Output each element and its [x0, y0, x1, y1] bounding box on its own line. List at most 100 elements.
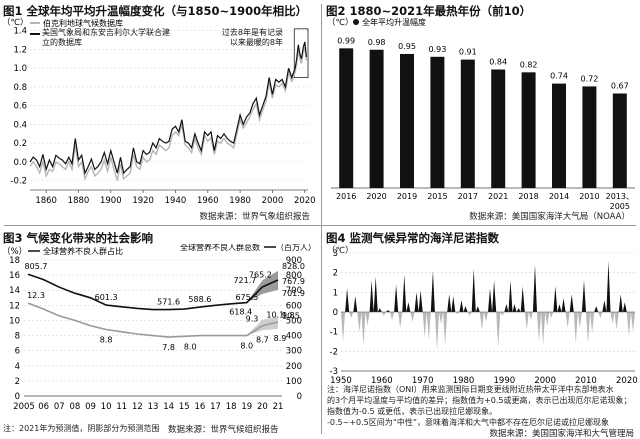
- fig1-y-tick-label: 0.0: [13, 158, 27, 168]
- fig3-legend-left: 全球营养不良人群占比: [43, 246, 123, 256]
- fig4-el-nino-peak: [345, 288, 350, 312]
- fig4-la-nina-trough: [341, 312, 346, 342]
- fig1-y-tick-label: 0.6: [13, 102, 27, 112]
- fig4-x-tick-label: 2020: [616, 376, 638, 386]
- fig4-el-nino-peak: [561, 298, 566, 312]
- fig4-el-nino-peak: [520, 286, 525, 312]
- fig4-la-nina-trough: [626, 312, 631, 336]
- fig3-right-tick-label: 600: [286, 301, 302, 311]
- fig3-right-unit: （百万人）: [276, 244, 316, 252]
- fig4-el-nino-peak: [504, 304, 509, 312]
- fig3-title: 图3 气候变化带来的社会影响: [3, 231, 154, 245]
- fig3-x-tick-label: 10: [101, 402, 112, 412]
- panel-fig2: 图2 1880~2021年最热年份（前10） （℃） 全年平均升温幅度 0.99…: [323, 0, 640, 224]
- fig2-legend-marker: [353, 19, 359, 25]
- fig3-series-total-line: [27, 273, 279, 311]
- fig4-el-nino-peak: [353, 296, 358, 312]
- fig4-x-tick-label: 1960: [371, 376, 393, 386]
- fig3-left-tick-label: 4: [15, 362, 20, 372]
- fig2-bar: [552, 83, 566, 188]
- fig3-total-data-label: 721.7: [233, 276, 256, 285]
- fig2-category-label: 2013、: [606, 192, 634, 201]
- fig3-forecast-label: 10.1: [266, 311, 284, 320]
- fig3-x-tick-label: 20: [257, 402, 268, 412]
- fig1-highlight-box: [293, 28, 309, 78]
- panel-divider-vertical: [321, 4, 322, 434]
- fig3-x-tick-label: 16: [194, 402, 205, 412]
- fig4-el-nino-peak: [606, 260, 611, 312]
- fig3-total-data-label: 805.7: [25, 262, 48, 271]
- fig4-la-nina-trough: [614, 312, 619, 330]
- fig4-y-tick-label: 1: [333, 288, 338, 298]
- fig3-x-tick-label: 08: [69, 402, 80, 412]
- fig3-x-tick-label: 11: [116, 402, 127, 412]
- fig4-la-nina-trough: [410, 312, 415, 322]
- fig4-source: 数据来源：美国国家海洋和大气管理局: [489, 429, 634, 439]
- fig2-category-label: 2017: [458, 192, 478, 201]
- fig4-la-nina-trough: [541, 312, 546, 346]
- fig2-legend-label: 全年平均升温幅度: [362, 17, 426, 27]
- fig3-left-tick-label: 8: [15, 332, 20, 342]
- fig4-x-tick-label: 2000: [534, 376, 556, 386]
- fig3-legend-right: 全球营养不良人群总数: [180, 244, 260, 252]
- fig2-category-label: 2010: [579, 192, 599, 201]
- fig3-right-tick-label: 400: [286, 332, 302, 342]
- fig3-forecast-label: 701.9: [282, 289, 305, 298]
- fig4-el-nino-peak: [553, 286, 558, 312]
- fig3-left-tick-label: 10: [9, 316, 20, 326]
- fig4-el-nino-peak: [618, 294, 623, 312]
- fig4-x-tick-label: 2010: [575, 376, 597, 386]
- fig4-el-nino-peak: [402, 274, 407, 312]
- fig1-series-hadcrut-line: [29, 44, 308, 182]
- fig4-x-tick-label: 1990: [494, 376, 516, 386]
- fig1-y-tick-label: 1.0: [13, 64, 27, 74]
- fig1-annotation: 过去8年是有记录以来最暖的8年: [221, 28, 283, 47]
- fig3-x-tick-label: 15: [179, 402, 190, 412]
- fig2-data-label: 0.74: [550, 72, 568, 81]
- fig3-right-tick-label: 900: [286, 256, 302, 266]
- fig2-data-label: 0.82: [520, 60, 538, 69]
- fig3-total-data-label: 767.9: [282, 277, 305, 286]
- fig2-category-label: 2016: [336, 192, 356, 201]
- fig2-category-label: 2020: [366, 192, 386, 201]
- fig3-total-data-label: 588.6: [188, 295, 211, 304]
- fig2-category-label: 2021: [488, 192, 508, 201]
- fig2-bar: [339, 48, 354, 188]
- fig4-chart: （℃） -3 -2 -1 0 1 2 3 1950 1960 1970 1980 1990 2000 20…: [327, 245, 638, 386]
- fig2-bar: [491, 69, 506, 188]
- fig4-el-nino-peak: [569, 294, 574, 312]
- fig4-la-nina-trough: [455, 312, 460, 314]
- fig2-bar: [430, 56, 445, 188]
- fig4-el-nino-peak: [373, 276, 378, 312]
- fig3-left-tick-label: 6: [15, 347, 20, 357]
- fig4-el-nino-peak: [622, 302, 627, 312]
- fig2-category-label: 2015: [427, 192, 447, 201]
- fig3-total-data-label: 601.3: [95, 293, 118, 302]
- fig3-right-tick-label: 300: [286, 347, 302, 357]
- fig2-bar: [460, 59, 475, 188]
- fig4-la-nina-trough: [422, 312, 427, 338]
- fig4-el-nino-peak: [602, 300, 607, 312]
- fig4-la-nina-trough: [496, 312, 501, 348]
- fig1-title: 图1 全球年均平均升温幅度变化（与1850~1900年相比）: [3, 4, 308, 18]
- fig3-share-data-label: 8.8: [100, 336, 113, 345]
- fig4-el-nino-peak: [581, 280, 586, 312]
- fig4-la-nina-trough: [398, 312, 403, 328]
- fig1-legend: 伯克利地球气候数据库 美国气象局和东安吉利尔大学联合建立的数据库: [30, 18, 170, 47]
- fig3-x-tick-label: 09: [85, 402, 96, 412]
- fig4-unit: （℃）: [327, 245, 354, 256]
- fig1-y-tick-label: 1.2: [13, 45, 27, 55]
- fig4-y-tick-label: -2: [330, 347, 338, 357]
- fig4-el-nino-peak: [475, 306, 480, 312]
- fig3-left-tick-label: 16: [9, 271, 20, 281]
- fig3-left-tick-label: 18: [9, 256, 20, 266]
- fig2-category-label: 2019: [397, 192, 417, 201]
- fig4-la-nina-trough: [426, 312, 431, 340]
- fig3-chart: （%） 全球营养不良人群占比 全球营养不良人群总数 （百万人） 0 2 4 6 8 10 1…: [2, 244, 316, 412]
- fig1-x-tick-label: 1960: [197, 196, 219, 206]
- fig4-note-line-3: 指数值为-0.5 或更低，表示已出现拉尼娜现象。: [327, 407, 498, 416]
- fig4-la-nina-trough: [537, 312, 542, 342]
- fig4-la-nina-trough: [565, 312, 570, 328]
- fig4-el-nino-peak: [430, 270, 435, 312]
- fig2-category-label: 2018: [518, 192, 538, 201]
